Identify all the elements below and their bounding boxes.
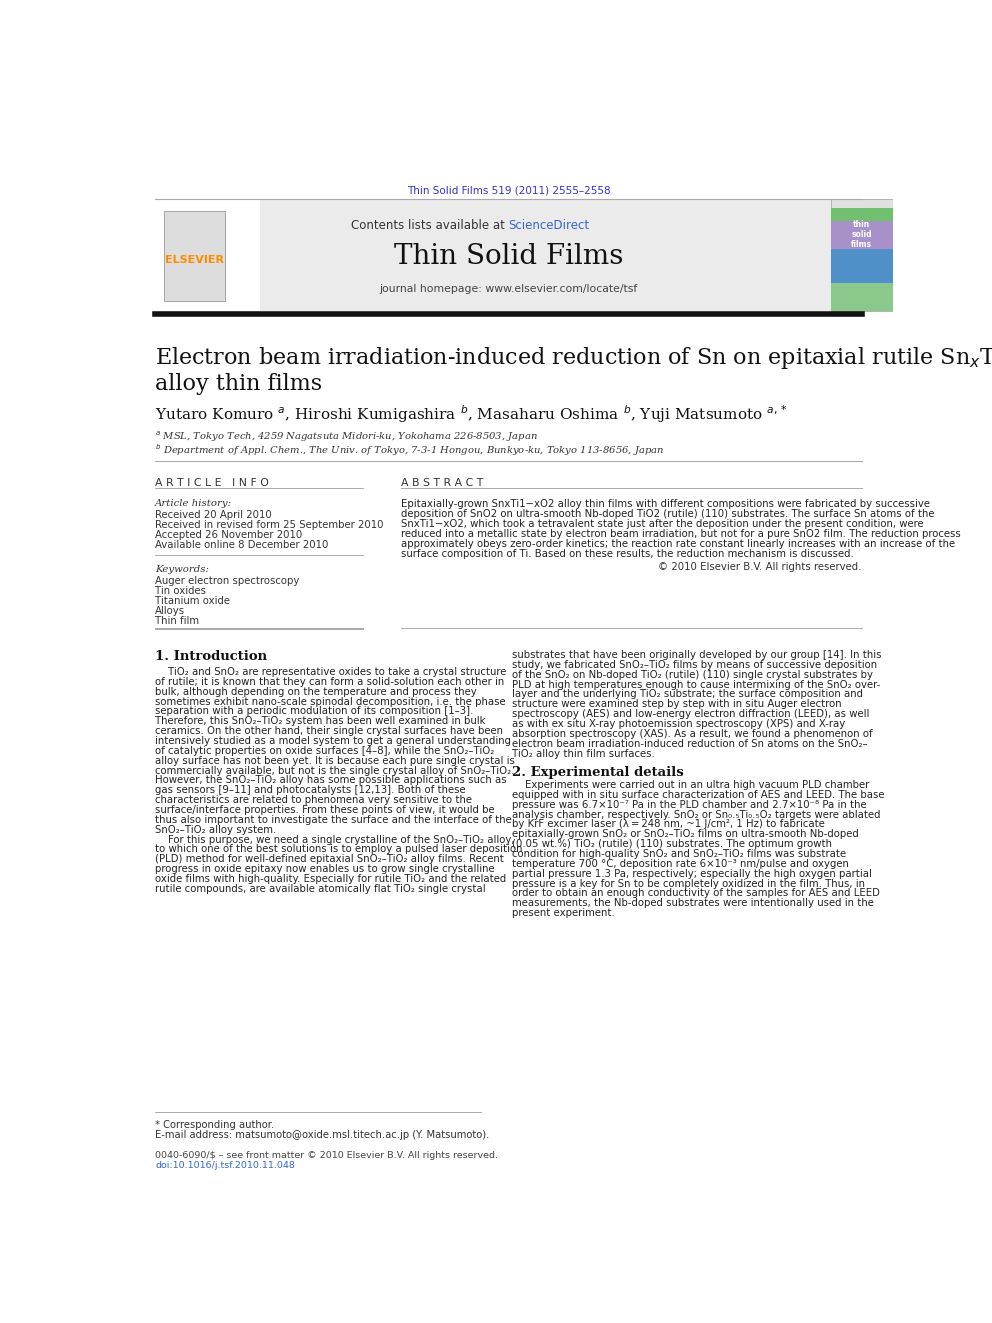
Bar bbox=[155, 198, 260, 311]
Text: $^b$ Department of Appl. Chem., The Univ. of Tokyo, 7-3-1 Hongou, Bunkyo-ku, Tok: $^b$ Department of Appl. Chem., The Univ… bbox=[155, 442, 665, 458]
Text: A B S T R A C T: A B S T R A C T bbox=[402, 478, 484, 488]
Text: analysis chamber, respectively. SnO₂ or Sn₀.₅Ti₀.₅O₂ targets were ablated: analysis chamber, respectively. SnO₂ or … bbox=[512, 810, 880, 819]
Text: ceramics. On the other hand, their single crystal surfaces have been: ceramics. On the other hand, their singl… bbox=[155, 726, 503, 736]
Text: thus also important to investigate the surface and the interface of the: thus also important to investigate the s… bbox=[155, 815, 512, 824]
Text: * Corresponding author.: * Corresponding author. bbox=[155, 1119, 274, 1130]
Text: pressure was 6.7×10⁻⁷ Pa in the PLD chamber and 2.7×10⁻⁸ Pa in the: pressure was 6.7×10⁻⁷ Pa in the PLD cham… bbox=[512, 799, 866, 810]
Text: 1. Introduction: 1. Introduction bbox=[155, 650, 267, 663]
Text: thin
solid
films: thin solid films bbox=[851, 221, 872, 249]
Text: Received 20 April 2010: Received 20 April 2010 bbox=[155, 509, 272, 520]
Text: alloy thin films: alloy thin films bbox=[155, 373, 322, 394]
Text: reduced into a metallic state by electron beam irradiation, but not for a pure S: reduced into a metallic state by electro… bbox=[402, 529, 961, 540]
Text: to which one of the best solutions is to employ a pulsed laser deposition: to which one of the best solutions is to… bbox=[155, 844, 523, 855]
Text: A R T I C L E   I N F O: A R T I C L E I N F O bbox=[155, 478, 269, 488]
Text: present experiment.: present experiment. bbox=[512, 908, 614, 918]
Text: epitaxially-grown SnO₂ or SnO₂–TiO₂ films on ultra-smooth Nb-doped: epitaxially-grown SnO₂ or SnO₂–TiO₂ film… bbox=[512, 830, 858, 839]
Bar bbox=[831, 208, 893, 221]
Text: study, we fabricated SnO₂–TiO₂ films by means of successive deposition: study, we fabricated SnO₂–TiO₂ films by … bbox=[512, 660, 877, 669]
Text: deposition of SnO2 on ultra-smooth Nb-doped TiO2 (rutile) (110) substrates. The : deposition of SnO2 on ultra-smooth Nb-do… bbox=[402, 509, 934, 519]
Text: temperature 700 °C, deposition rate 6×10⁻³ nm/pulse and oxygen: temperature 700 °C, deposition rate 6×10… bbox=[512, 859, 848, 869]
Text: Alloys: Alloys bbox=[155, 606, 186, 617]
Text: Thin film: Thin film bbox=[155, 617, 199, 626]
Bar bbox=[831, 250, 893, 283]
Text: surface composition of Ti. Based on these results, the reduction mechanism is di: surface composition of Ti. Based on thes… bbox=[402, 549, 854, 560]
Text: bulk, although depending on the temperature and process they: bulk, although depending on the temperat… bbox=[155, 687, 477, 697]
Text: ScienceDirect: ScienceDirect bbox=[509, 218, 589, 232]
Text: Received in revised form 25 September 2010: Received in revised form 25 September 20… bbox=[155, 520, 384, 531]
Text: Yutaro Komuro $^a$, Hiroshi Kumigashira $^b$, Masaharu Oshima $^b$, Yuji Matsumo: Yutaro Komuro $^a$, Hiroshi Kumigashira … bbox=[155, 404, 788, 425]
Text: surface/interface properties. From these points of view, it would be: surface/interface properties. From these… bbox=[155, 804, 495, 815]
Text: ELSEVIER: ELSEVIER bbox=[165, 255, 224, 265]
Text: © 2010 Elsevier B.V. All rights reserved.: © 2010 Elsevier B.V. All rights reserved… bbox=[659, 562, 862, 573]
Text: of catalytic properties on oxide surfaces [4–8], while the SnO₂–TiO₂: of catalytic properties on oxide surface… bbox=[155, 746, 494, 755]
Text: gas sensors [9–11] and photocatalysts [12,13]. Both of these: gas sensors [9–11] and photocatalysts [1… bbox=[155, 786, 465, 795]
Text: 0040-6090/$ – see front matter © 2010 Elsevier B.V. All rights reserved.: 0040-6090/$ – see front matter © 2010 El… bbox=[155, 1151, 498, 1159]
Text: Keywords:: Keywords: bbox=[155, 565, 209, 574]
Text: electron beam irradiation-induced reduction of Sn atoms on the SnO₂–: electron beam irradiation-induced reduct… bbox=[512, 738, 867, 749]
Text: Thin Solid Films 519 (2011) 2555–2558: Thin Solid Films 519 (2011) 2555–2558 bbox=[407, 185, 610, 196]
Text: E-mail address: matsumoto@oxide.msl.titech.ac.jp (Y. Matsumoto).: E-mail address: matsumoto@oxide.msl.tite… bbox=[155, 1130, 489, 1139]
Bar bbox=[831, 221, 893, 250]
Text: Auger electron spectroscopy: Auger electron spectroscopy bbox=[155, 576, 300, 586]
Text: Experiments were carried out in an ultra high vacuum PLD chamber: Experiments were carried out in an ultra… bbox=[512, 781, 869, 790]
Text: of rutile; it is known that they can form a solid-solution each other in: of rutile; it is known that they can for… bbox=[155, 677, 504, 687]
Text: partial pressure 1.3 Pa, respectively; especially the high oxygen partial: partial pressure 1.3 Pa, respectively; e… bbox=[512, 869, 871, 878]
Text: journal homepage: www.elsevier.com/locate/tsf: journal homepage: www.elsevier.com/locat… bbox=[379, 283, 638, 294]
Text: (0.05 wt.%) TiO₂ (rutile) (110) substrates. The optimum growth: (0.05 wt.%) TiO₂ (rutile) (110) substrat… bbox=[512, 839, 831, 849]
Text: PLD at high temperatures enough to cause intermixing of the SnO₂ over-: PLD at high temperatures enough to cause… bbox=[512, 680, 880, 689]
Text: of the SnO₂ on Nb-doped TiO₂ (rutile) (110) single crystal substrates by: of the SnO₂ on Nb-doped TiO₂ (rutile) (1… bbox=[512, 669, 873, 680]
Text: SnO₂–TiO₂ alloy system.: SnO₂–TiO₂ alloy system. bbox=[155, 824, 276, 835]
Text: as with ex situ X-ray photoemission spectroscopy (XPS) and X-ray: as with ex situ X-ray photoemission spec… bbox=[512, 718, 845, 729]
Text: TiO₂ and SnO₂ are representative oxides to take a crystal structure: TiO₂ and SnO₂ are representative oxides … bbox=[155, 667, 506, 677]
Text: separation with a periodic modulation of its composition [1–3].: separation with a periodic modulation of… bbox=[155, 706, 473, 716]
Text: Epitaxially-grown SnxTi1−xO2 alloy thin films with different compositions were f: Epitaxially-grown SnxTi1−xO2 alloy thin … bbox=[402, 499, 930, 509]
Text: Thin Solid Films: Thin Solid Films bbox=[394, 243, 623, 270]
Text: 2. Experimental details: 2. Experimental details bbox=[512, 766, 683, 779]
Text: Accepted 26 November 2010: Accepted 26 November 2010 bbox=[155, 531, 303, 540]
Bar bbox=[155, 198, 831, 311]
Text: Therefore, this SnO₂–TiO₂ system has been well examined in bulk: Therefore, this SnO₂–TiO₂ system has bee… bbox=[155, 716, 485, 726]
Text: approximately obeys zero-order kinetics; the reaction rate constant linearly inc: approximately obeys zero-order kinetics;… bbox=[402, 540, 955, 549]
Text: Available online 8 December 2010: Available online 8 December 2010 bbox=[155, 540, 328, 550]
Bar bbox=[165, 212, 225, 302]
Bar bbox=[831, 283, 893, 311]
Text: Tin oxides: Tin oxides bbox=[155, 586, 206, 597]
Text: substrates that have been originally developed by our group [14]. In this: substrates that have been originally dev… bbox=[512, 650, 881, 660]
Text: However, the SnO₂–TiO₂ alloy has some possible applications such as: However, the SnO₂–TiO₂ alloy has some po… bbox=[155, 775, 507, 786]
Text: oxide films with high-quality. Especially for rutile TiO₂ and the related: oxide films with high-quality. Especiall… bbox=[155, 875, 506, 884]
Text: characteristics are related to phenomena very sensitive to the: characteristics are related to phenomena… bbox=[155, 795, 472, 806]
Text: Titanium oxide: Titanium oxide bbox=[155, 597, 230, 606]
Text: Article history:: Article history: bbox=[155, 499, 232, 508]
Text: pressure is a key for Sn to be completely oxidized in the film. Thus, in: pressure is a key for Sn to be completel… bbox=[512, 878, 864, 889]
Text: SnxTi1−xO2, which took a tetravalent state just after the deposition under the p: SnxTi1−xO2, which took a tetravalent sta… bbox=[402, 519, 925, 529]
Text: alloy surface has not been yet. It is because each pure single crystal is: alloy surface has not been yet. It is be… bbox=[155, 755, 515, 766]
Text: Contents lists available at: Contents lists available at bbox=[351, 218, 509, 232]
Bar bbox=[831, 198, 893, 311]
Text: measurements, the Nb-doped substrates were intentionally used in the: measurements, the Nb-doped substrates we… bbox=[512, 898, 873, 909]
Text: commercially available, but not is the single crystal alloy of SnO₂–TiO₂.: commercially available, but not is the s… bbox=[155, 766, 515, 775]
Text: sometimes exhibit nano-scale spinodal decomposition, i.e. the phase: sometimes exhibit nano-scale spinodal de… bbox=[155, 696, 506, 706]
Text: rutile compounds, are available atomically flat TiO₂ single crystal: rutile compounds, are available atomical… bbox=[155, 884, 486, 894]
Text: Electron beam irradiation-induced reduction of Sn on epitaxial rutile Sn$_x$Ti$_: Electron beam irradiation-induced reduct… bbox=[155, 345, 992, 370]
Text: structure were examined step by step with in situ Auger electron: structure were examined step by step wit… bbox=[512, 700, 841, 709]
Text: intensively studied as a model system to get a general understanding: intensively studied as a model system to… bbox=[155, 736, 511, 746]
Text: $^a$ MSL, Tokyo Tech, 4259 Nagatsuta Midori-ku, Yokohama 226-8503, Japan: $^a$ MSL, Tokyo Tech, 4259 Nagatsuta Mid… bbox=[155, 430, 538, 445]
Text: spectroscopy (AES) and low-energy electron diffraction (LEED), as well: spectroscopy (AES) and low-energy electr… bbox=[512, 709, 869, 720]
Text: doi:10.1016/j.tsf.2010.11.048: doi:10.1016/j.tsf.2010.11.048 bbox=[155, 1162, 295, 1171]
Text: progress in oxide epitaxy now enables us to grow single crystalline: progress in oxide epitaxy now enables us… bbox=[155, 864, 495, 875]
Text: (PLD) method for well-defined epitaxial SnO₂–TiO₂ alloy films. Recent: (PLD) method for well-defined epitaxial … bbox=[155, 855, 504, 864]
Text: For this purpose, we need a single crystalline of the SnO₂–TiO₂ alloy,: For this purpose, we need a single cryst… bbox=[155, 835, 515, 844]
Text: equipped with in situ surface characterization of AES and LEED. The base: equipped with in situ surface characteri… bbox=[512, 790, 884, 800]
Text: layer and the underlying TiO₂ substrate; the surface composition and: layer and the underlying TiO₂ substrate;… bbox=[512, 689, 862, 700]
Text: order to obtain an enough conductivity of the samples for AES and LEED: order to obtain an enough conductivity o… bbox=[512, 889, 879, 898]
Text: TiO₂ alloy thin film surfaces.: TiO₂ alloy thin film surfaces. bbox=[512, 749, 655, 758]
Text: condition for high-quality SnO₂ and SnO₂–TiO₂ films was substrate: condition for high-quality SnO₂ and SnO₂… bbox=[512, 849, 845, 859]
Text: absorption spectroscopy (XAS). As a result, we found a phenomenon of: absorption spectroscopy (XAS). As a resu… bbox=[512, 729, 872, 738]
Text: by KrF excimer laser (λ = 248 nm, ~1 J/cm², 1 Hz) to fabricate: by KrF excimer laser (λ = 248 nm, ~1 J/c… bbox=[512, 819, 824, 830]
